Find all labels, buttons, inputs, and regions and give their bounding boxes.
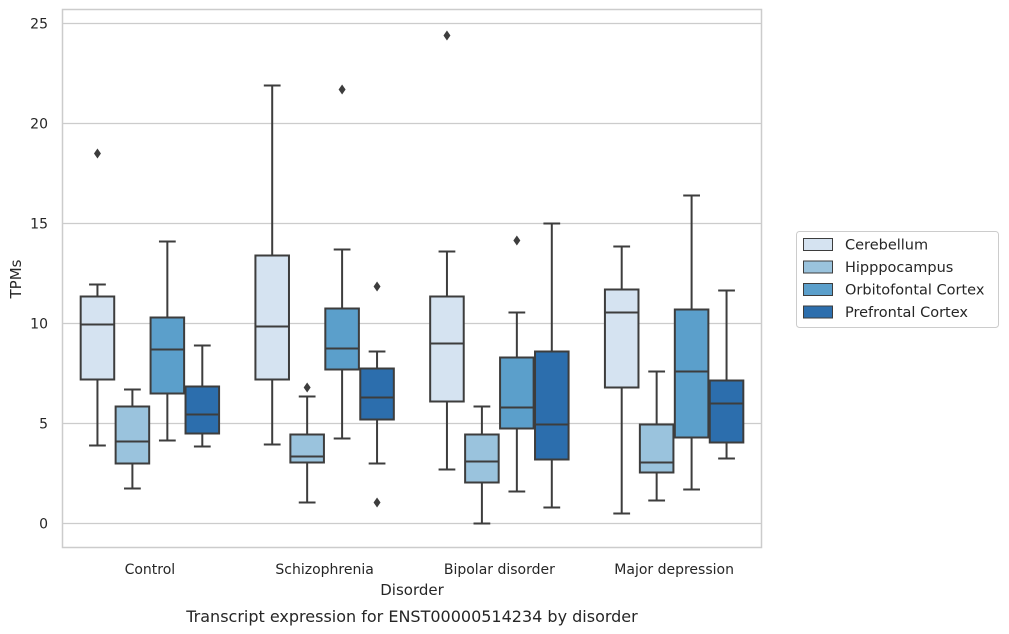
- chart-caption: Transcript expression for ENST0000051423…: [185, 607, 638, 626]
- iqr-box: [673, 308, 710, 439]
- box-2-4: [359, 281, 395, 508]
- iqr-box: [603, 288, 640, 389]
- box-2-2: [289, 382, 325, 504]
- iqr-box: [708, 379, 745, 444]
- x-tick-label: Control: [125, 562, 176, 578]
- legend-swatch: [803, 305, 833, 319]
- y-tick-labels: 0 5 10 15 20 25: [30, 17, 48, 533]
- box-3-2: [464, 405, 500, 525]
- y-tick-label: 10: [30, 317, 48, 333]
- iqr-box: [79, 295, 116, 381]
- outlier-marker: [373, 497, 381, 508]
- outlier-marker: [93, 148, 101, 159]
- box-1-4: [184, 344, 221, 448]
- iqr-box: [254, 254, 290, 381]
- iqr-box: [114, 405, 151, 465]
- outlier-marker: [443, 30, 451, 41]
- y-tick-label: 0: [39, 517, 48, 533]
- iqr-box: [149, 316, 186, 395]
- box-series: [79, 30, 745, 525]
- y-tick-label: 25: [30, 17, 48, 33]
- legend-label: Cerebellum: [845, 238, 928, 254]
- iqr-box: [638, 423, 675, 474]
- outlier-marker: [513, 235, 521, 246]
- legend-label: Prefrontal Cortex: [845, 305, 968, 321]
- legend-swatch: [803, 238, 833, 251]
- legend-frame: [796, 231, 999, 328]
- box-1-1: [79, 148, 116, 447]
- legend: Cerebellum Hipppocampus Orbitofontal Corte…: [796, 231, 999, 328]
- x-axis-label: Disorder: [380, 581, 444, 599]
- outlier-marker: [338, 84, 346, 95]
- y-axis-label: TPMs: [7, 259, 25, 299]
- outlier-marker: [373, 281, 381, 292]
- iqr-box: [499, 356, 535, 430]
- box-3-1: [429, 30, 465, 471]
- box-1-2: [114, 388, 151, 490]
- box-3-3: [499, 235, 535, 493]
- legend-label: Orbitofontal Cortex: [845, 283, 985, 299]
- x-tick-labels: Control Schizophrenia Bipolar disorder Majo…: [125, 562, 734, 578]
- outlier-marker: [303, 382, 311, 393]
- box-4-2: [638, 370, 675, 502]
- iqr-box: [289, 433, 325, 464]
- iqr-box: [324, 307, 360, 371]
- x-tick-label: Schizophrenia: [275, 562, 373, 578]
- plot-border: [61, 8, 763, 549]
- box-2-1: [254, 84, 290, 446]
- legend-label: Hipppocampus: [845, 260, 953, 276]
- box-1-3: [149, 240, 186, 442]
- box-2-3: [324, 84, 360, 440]
- x-tick-label: Major depression: [614, 562, 734, 578]
- iqr-box: [534, 350, 570, 461]
- iqr-box: [429, 295, 465, 403]
- y-tick-label: 15: [30, 217, 48, 233]
- y-tick-label: 5: [39, 417, 48, 433]
- x-tick-label: Bipolar disorder: [444, 562, 555, 578]
- box-4-4: [708, 289, 745, 460]
- box-4-3: [673, 194, 710, 491]
- iqr-box: [359, 367, 395, 421]
- box-3-4: [534, 222, 570, 509]
- box-4-1: [603, 245, 640, 515]
- legend-swatch: [803, 283, 833, 296]
- y-tick-label: 20: [30, 117, 48, 133]
- iqr-box: [464, 433, 500, 484]
- legend-swatch: [803, 260, 833, 274]
- iqr-box: [184, 385, 221, 435]
- plot-frame: [61, 8, 763, 549]
